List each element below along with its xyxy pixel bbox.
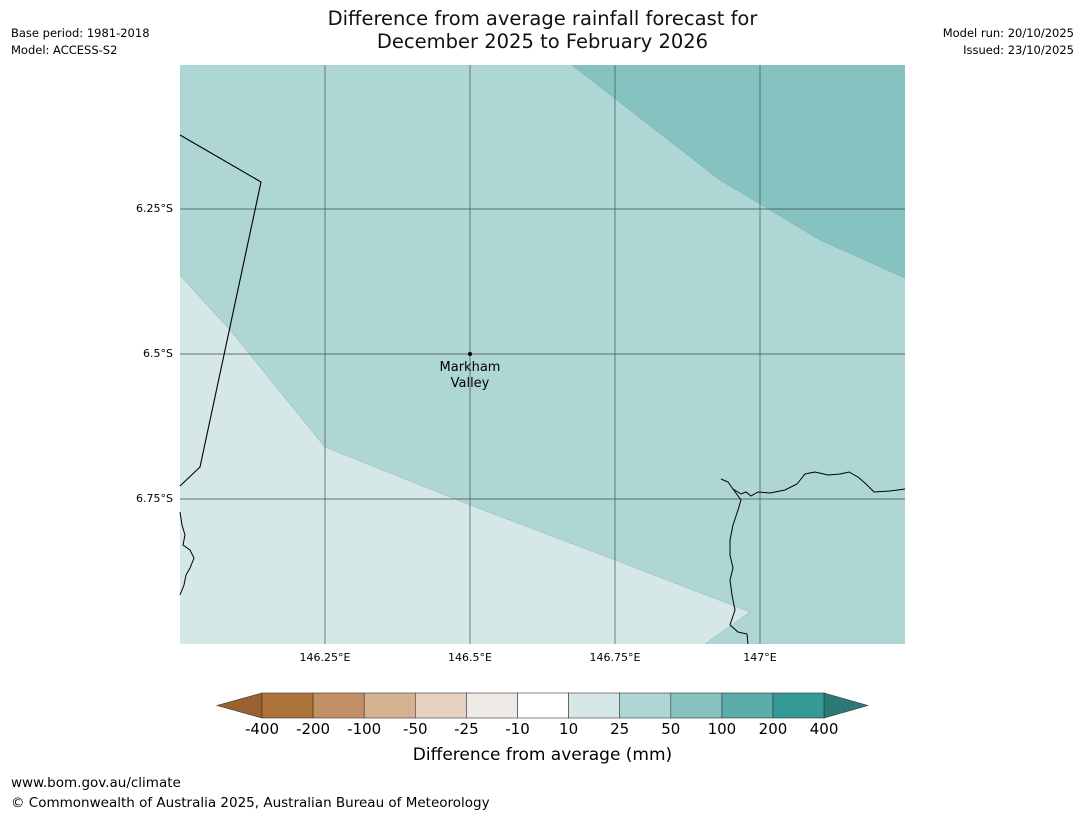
colorbar-segment xyxy=(568,692,620,719)
contour-line-high xyxy=(571,64,906,279)
colorbar-tick-label: 50 xyxy=(661,720,681,738)
map-frame xyxy=(179,64,906,645)
colorbar-segment xyxy=(517,692,569,719)
model-text: Model: ACCESS-S2 xyxy=(11,43,118,57)
colorbar-label: Difference from average (mm) xyxy=(412,745,673,765)
rainfall-band-10-25 xyxy=(180,275,750,644)
title-line-2: December 2025 to February 2026 xyxy=(376,30,709,53)
colorbar-extend-low xyxy=(215,692,263,719)
coastline-west xyxy=(179,511,195,596)
colorbar-segment xyxy=(414,692,467,719)
footer-url[interactable]: www.bom.gov.au/climate xyxy=(11,775,181,791)
colorbar-tick-label: 100 xyxy=(707,720,737,738)
colorbar-tick-label: -400 xyxy=(244,720,280,738)
chart-title: Difference from average rainfall forecas… xyxy=(0,7,1085,53)
colorbar-tick-label: 25 xyxy=(610,720,630,738)
base-period-text: Base period: 1981-2018 xyxy=(11,26,150,40)
colorbar-segment xyxy=(466,692,518,719)
lon-label-146-75: 146.75°E xyxy=(589,651,641,664)
issued-text: Issued: 23/10/2025 xyxy=(963,43,1074,57)
title-line-1: Difference from average rainfall forecas… xyxy=(327,7,758,30)
colorbar-tick-label: 10 xyxy=(559,720,579,738)
lat-label-6-25: 6.25°S xyxy=(136,202,173,215)
colorbar-tick-label: -100 xyxy=(347,720,382,738)
colorbar-segment xyxy=(721,692,774,719)
colorbar-tick-label: -50 xyxy=(403,720,428,738)
model-run-text: Model run: 20/10/2025 xyxy=(942,26,1074,40)
colorbar-tick-label: 400 xyxy=(809,720,839,738)
colorbar-extend-high xyxy=(823,692,870,719)
lon-label-146-25: 146.25°E xyxy=(299,651,351,664)
place-label-line-1: Markham xyxy=(439,360,501,375)
place-marker xyxy=(468,352,472,356)
lat-label-6-75: 6.75°S xyxy=(136,492,173,505)
meta-left: Base period: 1981-2018 Model: ACCESS-S2 xyxy=(11,25,150,59)
rainfall-band-50-100 xyxy=(572,65,905,278)
place-label: Markham Valley xyxy=(420,360,520,392)
colorbar-segment xyxy=(363,692,416,719)
colorbar-segment xyxy=(619,692,672,719)
colorbar-tick-label: -25 xyxy=(454,720,479,738)
place-label-line-2: Valley xyxy=(450,376,490,391)
meta-right: Model run: 20/10/2025 Issued: 23/10/2025 xyxy=(943,25,1074,59)
lat-label-6-5: 6.5°S xyxy=(143,347,173,360)
province-border xyxy=(179,134,262,487)
colorbar-segment xyxy=(312,692,365,719)
colorbar-segment xyxy=(261,692,314,719)
colorbar-tick-label: -10 xyxy=(505,720,530,738)
colorbar-segment xyxy=(772,692,825,719)
colorbar-segment xyxy=(670,692,723,719)
footer-copyright: © Commonwealth of Australia 2025, Austra… xyxy=(11,795,490,811)
lon-label-146-5: 146.5°E xyxy=(448,651,492,664)
river xyxy=(729,488,749,645)
coastline-east xyxy=(720,471,906,497)
colorbar-tick-label: 200 xyxy=(758,720,788,738)
lon-label-147: 147°E xyxy=(743,651,777,664)
colorbar-tick-label: -200 xyxy=(296,720,331,738)
